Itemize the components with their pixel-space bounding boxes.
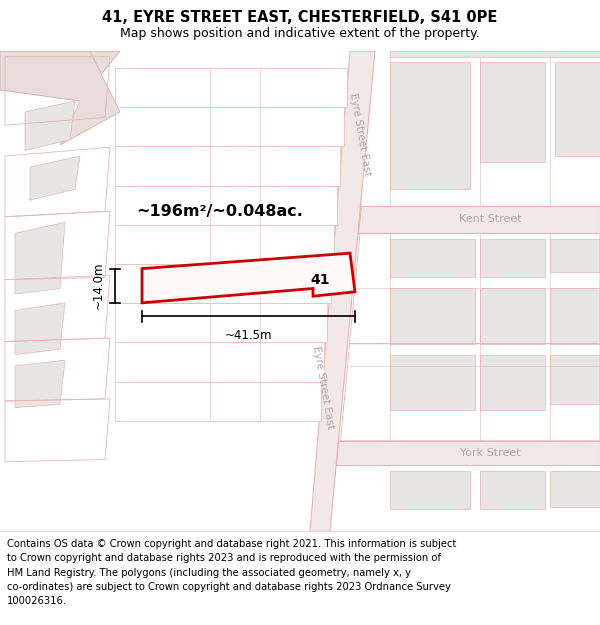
Polygon shape: [115, 225, 334, 264]
Text: 41: 41: [310, 272, 330, 287]
Polygon shape: [15, 222, 65, 294]
Polygon shape: [15, 360, 65, 408]
Polygon shape: [480, 239, 545, 278]
Polygon shape: [115, 68, 347, 107]
Polygon shape: [550, 355, 600, 404]
Polygon shape: [358, 206, 600, 233]
Text: Eyre Street East: Eyre Street East: [311, 346, 335, 430]
Polygon shape: [115, 342, 324, 382]
Polygon shape: [480, 471, 545, 509]
Text: ~14.0m: ~14.0m: [92, 262, 105, 309]
Polygon shape: [0, 51, 120, 101]
Text: Map shows position and indicative extent of the property.: Map shows position and indicative extent…: [120, 27, 480, 40]
Polygon shape: [30, 156, 80, 200]
Polygon shape: [555, 62, 600, 156]
Polygon shape: [390, 239, 475, 278]
Polygon shape: [310, 51, 375, 531]
Polygon shape: [550, 471, 600, 507]
Polygon shape: [390, 62, 470, 189]
Polygon shape: [0, 51, 120, 145]
Polygon shape: [480, 289, 545, 344]
Polygon shape: [115, 146, 340, 186]
Polygon shape: [390, 51, 600, 57]
Polygon shape: [480, 355, 545, 410]
Polygon shape: [115, 264, 331, 303]
Polygon shape: [390, 471, 470, 509]
Polygon shape: [550, 289, 600, 344]
Polygon shape: [550, 239, 600, 272]
Text: ~41.5m: ~41.5m: [225, 329, 272, 342]
Text: ~196m²/~0.048ac.: ~196m²/~0.048ac.: [137, 204, 304, 219]
Polygon shape: [142, 253, 355, 303]
Polygon shape: [480, 62, 545, 162]
Polygon shape: [115, 303, 328, 343]
Text: Contains OS data © Crown copyright and database right 2021. This information is : Contains OS data © Crown copyright and d…: [7, 539, 457, 606]
Polygon shape: [390, 355, 475, 410]
Polygon shape: [25, 101, 75, 151]
Polygon shape: [115, 186, 337, 225]
Text: Kent Street: Kent Street: [458, 214, 521, 224]
Text: York Street: York Street: [460, 448, 520, 458]
Text: 41, EYRE STREET EAST, CHESTERFIELD, S41 0PE: 41, EYRE STREET EAST, CHESTERFIELD, S41 …: [103, 10, 497, 25]
Polygon shape: [390, 289, 475, 344]
Polygon shape: [15, 303, 65, 355]
Polygon shape: [336, 441, 600, 465]
Polygon shape: [115, 382, 321, 421]
Polygon shape: [115, 107, 344, 146]
Text: Eyre Street East: Eyre Street East: [348, 92, 372, 176]
